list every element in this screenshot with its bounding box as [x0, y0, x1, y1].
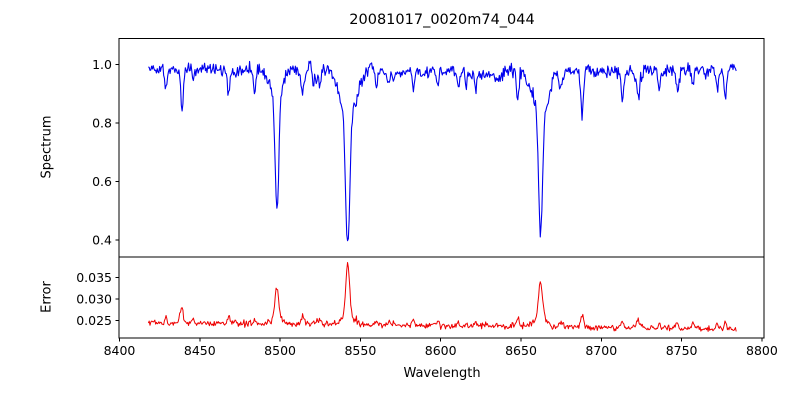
spectrum-line — [148, 60, 737, 242]
spectrum-y-tick-label: 1.0 — [92, 57, 112, 72]
x-tick-label: 8650 — [505, 343, 537, 358]
spectrum-y-tick-label: 0.6 — [92, 174, 112, 189]
x-tick-label: 8800 — [746, 343, 778, 358]
error-panel-frame — [118, 256, 765, 339]
x-tick-label: 8450 — [184, 343, 216, 358]
error-y-tick-label: 0.035 — [76, 270, 112, 285]
x-tick-label: 8750 — [666, 343, 698, 358]
x-tick-label: 8700 — [585, 343, 617, 358]
x-tick-label: 8500 — [264, 343, 296, 358]
spectrum-y-tick-label: 0.8 — [92, 116, 112, 131]
x-tick-label: 8600 — [425, 343, 457, 358]
error-line — [147, 262, 737, 332]
x-tick-label: 8550 — [344, 343, 376, 358]
chart-title: 20081017_0020m74_044 — [349, 12, 535, 28]
error-y-tick-label: 0.025 — [76, 313, 112, 328]
error-y-tick-label: 0.030 — [76, 291, 112, 306]
x-tick-label: 8400 — [104, 343, 136, 358]
x-axis-label: Wavelength — [403, 366, 481, 381]
spectrum-y-tick-label: 0.4 — [92, 233, 112, 248]
